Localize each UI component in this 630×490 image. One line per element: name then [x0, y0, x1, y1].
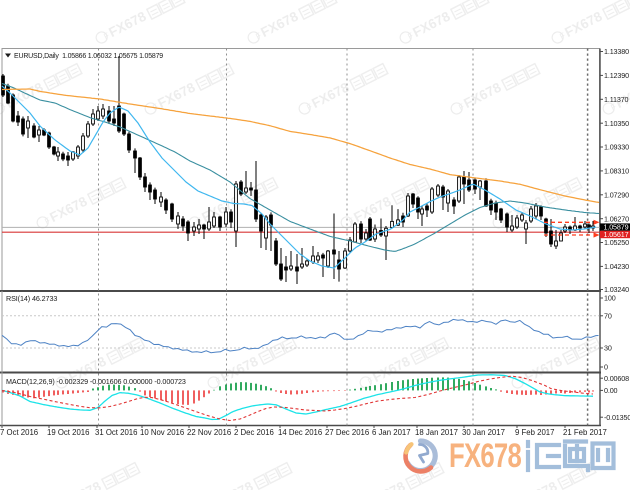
- svg-text:F: F: [254, 31, 263, 41]
- svg-text:F: F: [366, 376, 375, 386]
- svg-text:22 Nov 2016: 22 Nov 2016: [187, 428, 231, 437]
- svg-text:F: F: [214, 376, 223, 386]
- svg-text:1.11370: 1.11370: [604, 95, 629, 104]
- svg-text:21 Feb 2017: 21 Feb 2017: [563, 428, 607, 437]
- svg-text:31 Oct 2016: 31 Oct 2016: [95, 428, 137, 437]
- svg-text:FX678: FX678: [449, 437, 521, 475]
- svg-text:-0.013506: -0.013506: [604, 413, 630, 422]
- svg-text:1.13380: 1.13380: [604, 47, 629, 56]
- svg-text:2 Dec 2016: 2 Dec 2016: [234, 428, 274, 437]
- svg-text:19 Oct 2016: 19 Oct 2016: [47, 428, 89, 437]
- svg-text:1.10350: 1.10350: [604, 119, 629, 128]
- svg-text:MACD(12,26,9) -0.002329 -0.001: MACD(12,26,9) -0.002329 -0.001606 0.0000…: [6, 377, 186, 386]
- svg-text:F: F: [609, 102, 618, 112]
- svg-text:0.00: 0.00: [604, 386, 618, 395]
- svg-text:F: F: [499, 216, 508, 226]
- svg-text:F: F: [305, 102, 314, 112]
- svg-text:1.04230: 1.04230: [604, 262, 629, 271]
- svg-text:1.08310: 1.08310: [604, 167, 629, 176]
- svg-text:1.06270: 1.06270: [604, 214, 629, 223]
- svg-text:0: 0: [604, 363, 608, 372]
- svg-text:F: F: [457, 102, 466, 112]
- svg-text:1.09330: 1.09330: [604, 143, 629, 152]
- svg-text:30: 30: [604, 344, 612, 353]
- svg-text:18 Jan 2017: 18 Jan 2017: [415, 428, 458, 437]
- svg-text:F: F: [151, 102, 160, 112]
- svg-text:9 Feb 2017: 9 Feb 2017: [515, 428, 554, 437]
- svg-text:30 Jan 2017: 30 Jan 2017: [462, 428, 505, 437]
- svg-text:1.03240: 1.03240: [604, 285, 629, 294]
- svg-text:F: F: [43, 216, 52, 226]
- svg-text:100: 100: [604, 294, 616, 303]
- svg-text:70: 70: [604, 311, 612, 320]
- svg-text:EURUSD,Daily 1.05866 1.06032: EURUSD,Daily 1.05866 1.06032 1.05675 1.0…: [14, 53, 163, 60]
- svg-text:RSI(14) 46.2733: RSI(14) 46.2733: [6, 294, 57, 303]
- svg-text:F: F: [195, 216, 204, 226]
- svg-text:F: F: [518, 376, 527, 386]
- svg-text:10 Nov 2016: 10 Nov 2016: [140, 428, 184, 437]
- svg-text:14 Dec 2016: 14 Dec 2016: [278, 428, 322, 437]
- svg-text:F: F: [102, 31, 111, 41]
- svg-text:1.07290: 1.07290: [604, 190, 629, 199]
- svg-text:1.05250: 1.05250: [604, 238, 629, 247]
- svg-text:F: F: [558, 31, 567, 41]
- svg-text:1.05879: 1.05879: [604, 223, 629, 232]
- svg-text:27 Dec 2016: 27 Dec 2016: [325, 428, 369, 437]
- svg-text:F: F: [347, 216, 356, 226]
- svg-text:F: F: [0, 102, 8, 112]
- svg-text:6 Jan 2017: 6 Jan 2017: [372, 428, 411, 437]
- svg-text:1.12390: 1.12390: [604, 71, 629, 80]
- svg-text:1.05617: 1.05617: [604, 230, 629, 239]
- svg-text:7 Oct 2016: 7 Oct 2016: [0, 428, 38, 437]
- svg-text:F: F: [62, 376, 71, 386]
- svg-text:F: F: [406, 31, 415, 41]
- svg-text:0.00608: 0.00608: [604, 374, 629, 383]
